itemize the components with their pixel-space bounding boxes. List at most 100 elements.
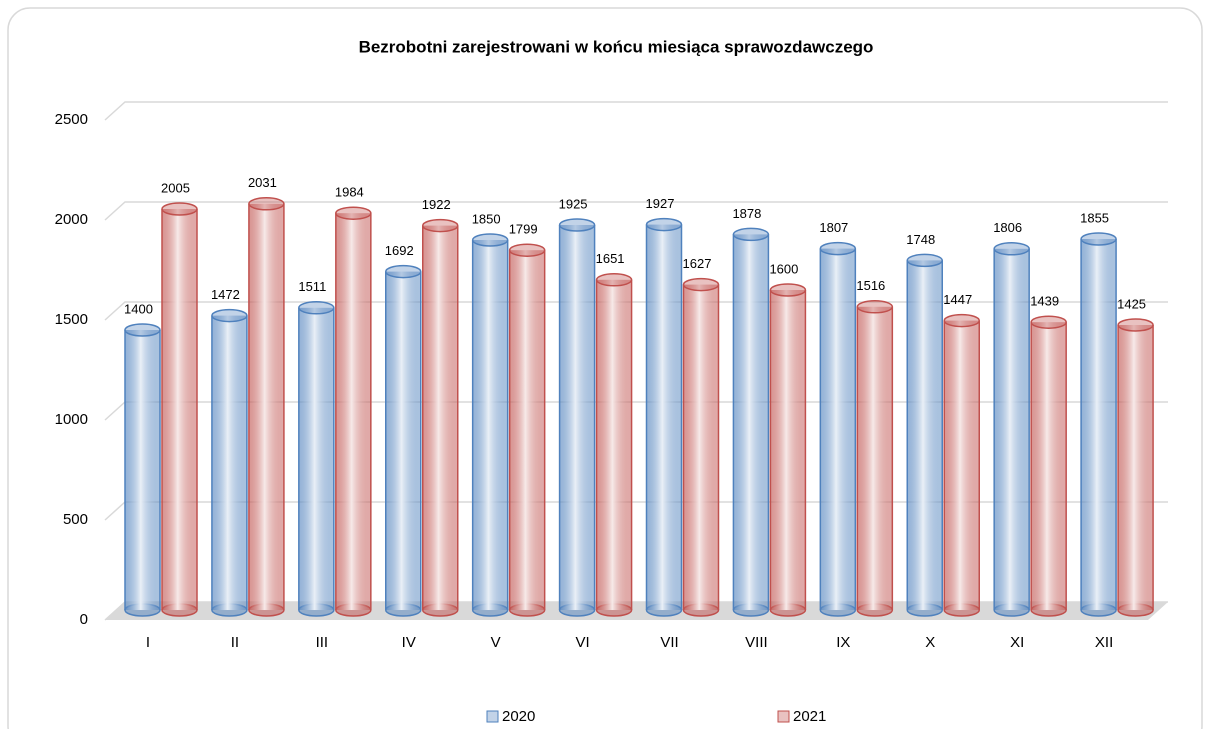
bar-top	[1030, 315, 1067, 329]
value-label: 1925	[559, 196, 588, 211]
value-label: 1799	[509, 222, 538, 237]
y-tick-label: 2500	[55, 111, 88, 128]
y-tick-label: 0	[80, 611, 88, 628]
bar	[125, 330, 160, 610]
x-tick-label: IV	[402, 634, 416, 651]
bar-backing	[125, 330, 160, 610]
bar-top	[385, 264, 422, 279]
bar	[335, 213, 371, 610]
value-label: 1927	[646, 196, 675, 211]
y-tick-label: 1000	[55, 411, 88, 428]
bar	[298, 307, 334, 610]
bar-backing	[248, 203, 284, 611]
bar-top	[508, 243, 546, 257]
bar-top	[682, 277, 720, 292]
bar-backing	[1081, 239, 1117, 610]
bar-top	[1080, 232, 1117, 246]
value-label: 1984	[335, 185, 364, 200]
bar-top	[248, 197, 285, 211]
bar-top	[819, 241, 857, 256]
x-tick-label: XII	[1095, 634, 1113, 651]
bar	[509, 250, 545, 610]
bar-top	[993, 242, 1030, 256]
bar-backing	[820, 248, 856, 610]
bar-backing	[1118, 325, 1154, 610]
bar	[211, 315, 247, 610]
bar	[1081, 239, 1117, 610]
bar-backing	[733, 234, 769, 610]
value-label: 1600	[769, 261, 798, 276]
bar	[559, 225, 595, 610]
bar	[472, 240, 508, 610]
value-label: 2005	[161, 180, 190, 195]
value-label: 1516	[856, 278, 885, 293]
bar-top	[422, 218, 459, 233]
bar	[162, 209, 197, 610]
bar-backing	[994, 248, 1030, 611]
bar	[907, 260, 943, 610]
bar-backing	[335, 213, 371, 610]
bar	[385, 271, 421, 610]
x-tick-label: III	[316, 634, 329, 651]
bar-backing	[1031, 322, 1067, 610]
value-label: 1627	[683, 256, 712, 271]
bar-backing	[211, 315, 247, 610]
bar-backing	[596, 279, 632, 610]
x-tick-label: VI	[575, 634, 589, 651]
x-tick-label: IX	[836, 634, 850, 651]
value-label: 1439	[1030, 294, 1059, 309]
bar-top	[906, 253, 943, 268]
chart-title: Bezrobotni zarejestrowani w końcu miesią…	[359, 37, 874, 56]
bar	[944, 320, 980, 610]
x-tick-label: XI	[1010, 634, 1024, 651]
bar-backing	[770, 290, 806, 610]
legend-swatch	[486, 710, 499, 723]
bar-top	[558, 218, 596, 232]
bar	[857, 306, 893, 610]
value-label: 1855	[1080, 210, 1109, 225]
bar-top	[211, 308, 248, 323]
bar	[422, 225, 458, 610]
bar	[994, 248, 1030, 611]
bar-top	[335, 206, 372, 220]
value-label: 2031	[248, 175, 277, 190]
bar-top	[732, 227, 770, 242]
value-label: 1850	[472, 211, 501, 226]
bar-top	[161, 202, 198, 216]
value-label: 1400	[124, 301, 153, 316]
x-tick-label: II	[231, 634, 239, 651]
bar	[1031, 322, 1067, 610]
bar	[683, 284, 719, 610]
bar-top	[595, 273, 633, 287]
x-tick-label: I	[146, 634, 150, 651]
bar-backing	[298, 307, 334, 610]
bar-top	[943, 313, 980, 328]
bar-backing	[944, 320, 980, 610]
value-label: 1651	[596, 251, 625, 266]
bar	[733, 234, 769, 610]
bar-backing	[683, 284, 719, 610]
value-label: 1806	[993, 220, 1022, 235]
y-tick-label: 1500	[55, 311, 88, 328]
bar-backing	[559, 225, 595, 610]
bar-backing	[385, 271, 421, 610]
value-label: 1807	[819, 220, 848, 235]
bar-top	[124, 323, 161, 337]
bar	[596, 279, 632, 610]
value-label: 1511	[298, 279, 326, 294]
bar-backing	[162, 209, 197, 610]
value-label: 1748	[906, 232, 935, 247]
legend-label: 2020	[502, 708, 535, 725]
bar	[1118, 325, 1154, 610]
bar	[646, 224, 682, 610]
bar	[770, 290, 806, 610]
value-label: 1447	[943, 292, 972, 307]
bar-backing	[472, 240, 508, 610]
legend-label: 2021	[793, 708, 826, 725]
bar-backing	[646, 224, 682, 610]
bar-top	[1117, 318, 1154, 332]
y-tick-label: 2000	[55, 211, 88, 228]
bar	[248, 203, 284, 611]
bar	[820, 248, 856, 610]
